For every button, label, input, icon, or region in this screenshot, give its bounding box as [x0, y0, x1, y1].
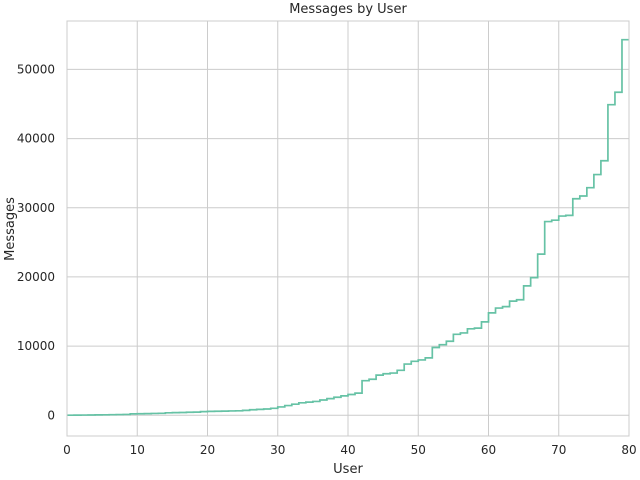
y-tick-label: 50000 [17, 62, 55, 76]
plot-frame [66, 20, 630, 437]
y-tick-label: 0 [47, 408, 55, 422]
series-step-line [67, 38, 629, 417]
chart-title: Messages by User [289, 2, 407, 17]
x-tick-label: 30 [270, 443, 285, 457]
x-tick-label: 50 [411, 443, 426, 457]
x-tick-label: 70 [551, 443, 566, 457]
x-tick-label: 0 [63, 443, 71, 457]
y-tick-label: 10000 [17, 339, 55, 353]
y-axis-label: Messages [3, 197, 18, 261]
y-tick-label: 20000 [17, 270, 55, 284]
x-tick-label: 40 [340, 443, 355, 457]
y-tick-labels: 0 10000 20000 30000 40000 50000 [17, 62, 55, 422]
x-axis-label: User [333, 462, 363, 477]
x-tick-label: 20 [200, 443, 215, 457]
x-tick-labels: 0 10 20 30 40 50 60 70 80 [63, 443, 636, 457]
y-tick-label: 30000 [17, 201, 55, 215]
series-layer [67, 38, 629, 417]
x-tick-label: 10 [130, 443, 145, 457]
y-tick-label: 40000 [17, 132, 55, 146]
x-tick-label: 60 [481, 443, 496, 457]
x-tick-label: 80 [621, 443, 636, 457]
